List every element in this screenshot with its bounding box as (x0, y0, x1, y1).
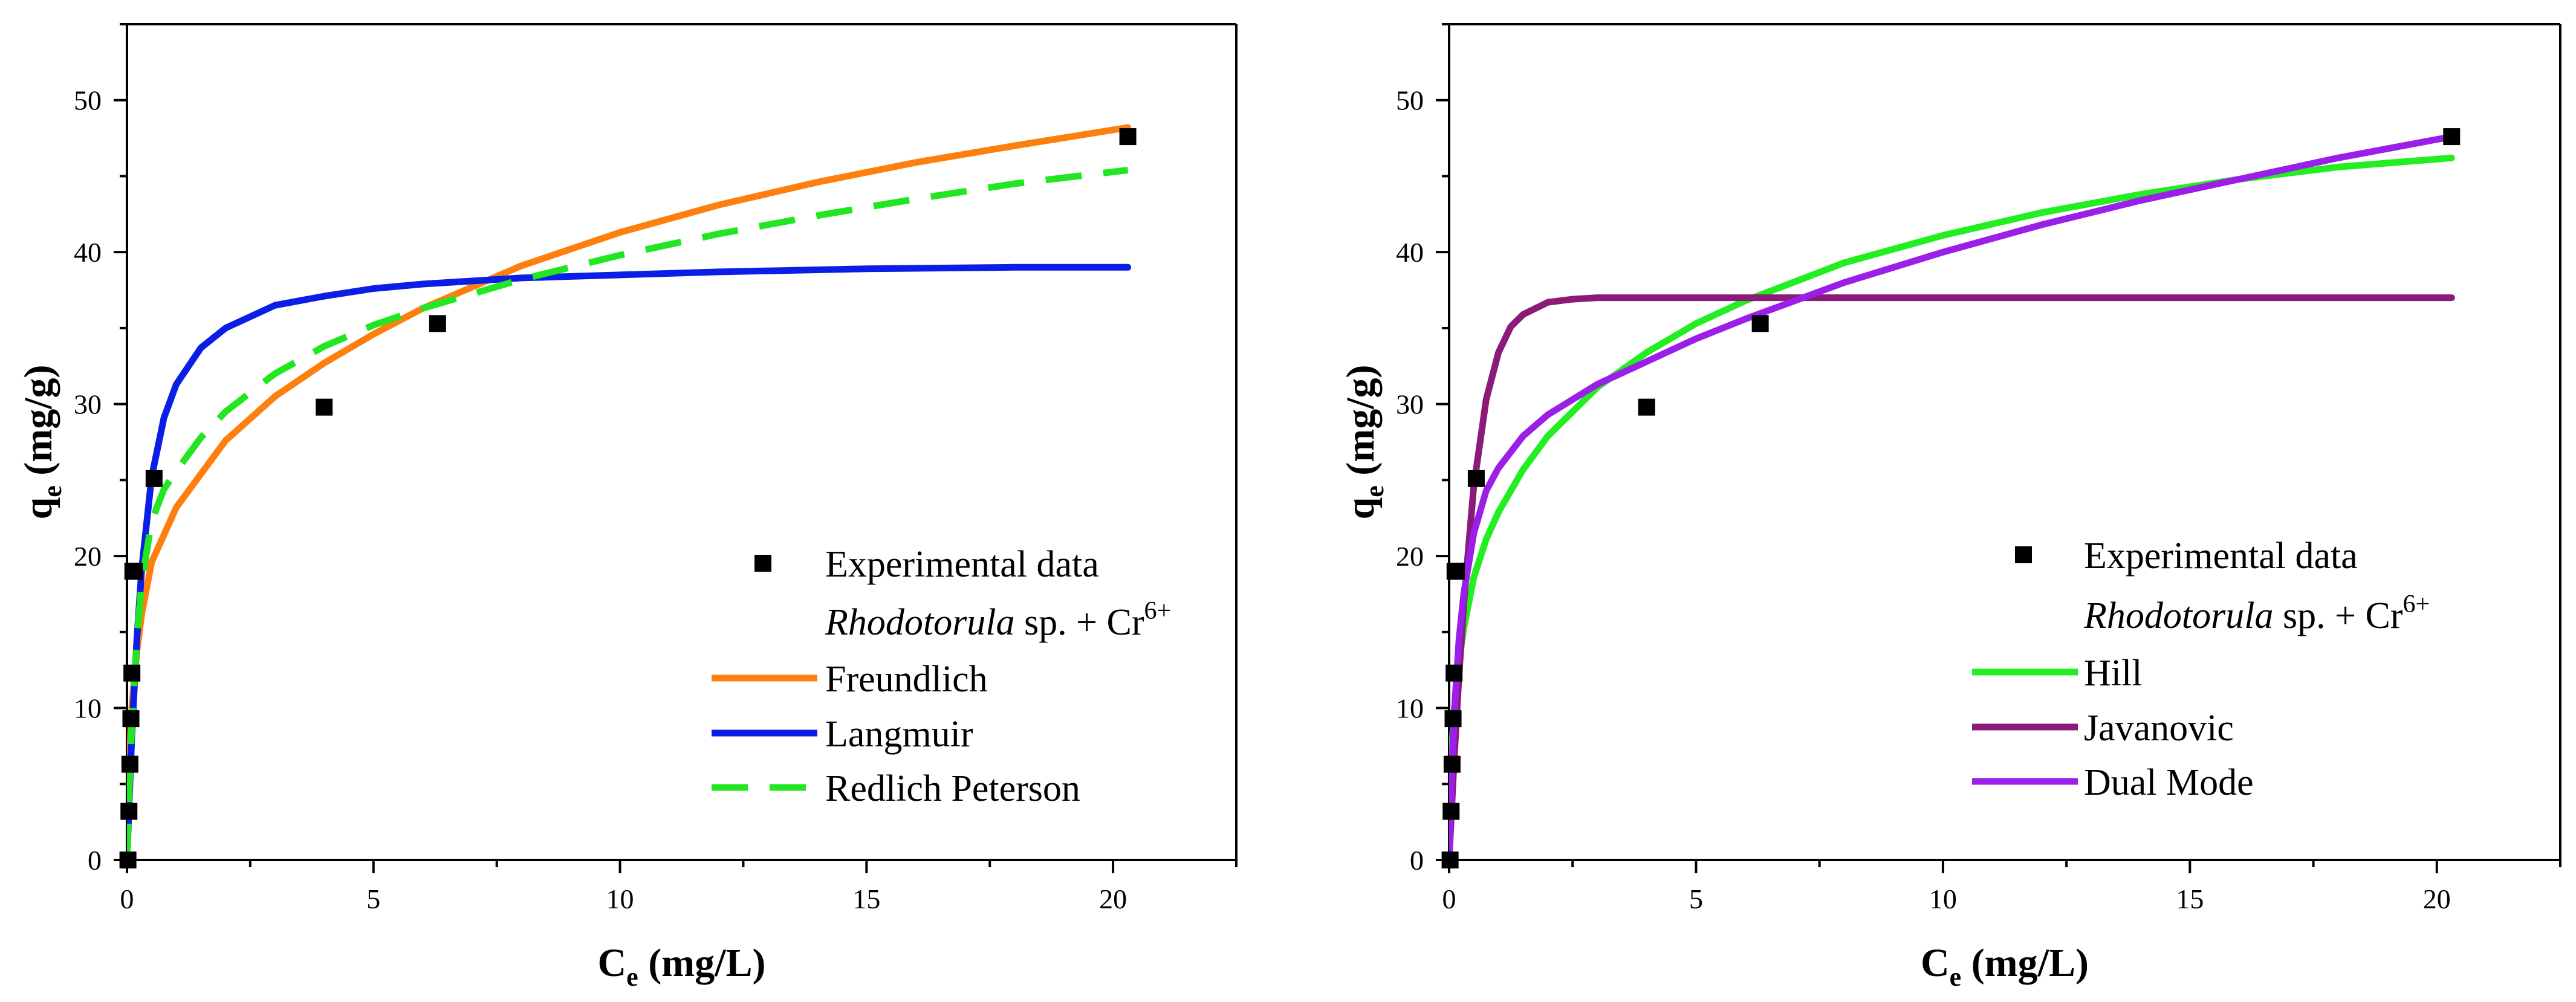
y-tick-label: 30 (74, 389, 102, 420)
x-tick-label: 15 (2176, 884, 2204, 914)
legend: Experimental data Rhodotorula sp. + Cr6+ F… (712, 544, 1171, 809)
data-point (1443, 755, 1461, 773)
y-tick-label: 10 (74, 693, 102, 724)
y-tick-label: 40 (1396, 237, 1424, 268)
data-point (123, 664, 141, 682)
data-point (2443, 128, 2461, 146)
chart-panel-1: 0 5 10 15 20 0 10 20 30 40 50 Ce (mg/L) qe (mg/g) Exp… (16, 23, 1238, 992)
y-tick-label: 50 (1396, 85, 1424, 116)
legend-label: Experimental data (2084, 535, 2358, 577)
data-point (145, 470, 163, 487)
legend-label: Hill (2084, 653, 2142, 694)
legend-subtitle: Rhodotorula sp. + Cr6+ (825, 597, 1171, 643)
y-tick-label: 0 (88, 845, 102, 876)
data-point (1638, 398, 1655, 416)
data-point (1442, 803, 1460, 820)
series-line-hill (1449, 154, 2455, 860)
y-tick-label: 20 (1396, 541, 1424, 572)
y-tick-label: 0 (1410, 845, 1424, 876)
data-point (119, 852, 137, 868)
x-tick-label: 20 (1099, 884, 1127, 914)
x-tick-label: 5 (366, 884, 380, 914)
legend-subtitle: Rhodotorula sp. + Cr6+ (2083, 590, 2430, 636)
experimental-points (1441, 128, 2461, 868)
legend-label: Freundlich (825, 659, 988, 700)
y-tick-label: 30 (1396, 389, 1424, 420)
series-line-dual-mode (1449, 133, 2455, 860)
data-point (1448, 563, 1465, 580)
legend-label: Dual Mode (2084, 762, 2254, 803)
legend-label: Langmuir (825, 714, 973, 755)
data-point (122, 710, 140, 728)
y-axis-label: qe (mg/g) (1338, 364, 1389, 519)
data-point (429, 315, 446, 332)
data-point (1444, 710, 1462, 728)
x-axis-label: Ce (mg/L) (598, 941, 766, 992)
legend-label: Redlich Peterson (825, 768, 1080, 809)
legend-label: Experimental data (825, 544, 1099, 585)
y-tick-label: 10 (1396, 693, 1424, 724)
experimental-points (119, 128, 1137, 868)
data-point (1751, 315, 1769, 332)
data-point (1119, 128, 1137, 146)
x-axis-label: Ce (mg/L) (1921, 941, 2089, 992)
data-point (1441, 852, 1459, 868)
legend-marker-experimental (754, 555, 771, 572)
y-tick-label: 50 (74, 85, 102, 116)
x-tick-label: 10 (606, 884, 634, 914)
x-tick-label: 0 (120, 884, 134, 914)
data-point (120, 803, 138, 820)
y-axis-label: qe (mg/g) (16, 364, 67, 519)
x-tick-label: 20 (2423, 884, 2451, 914)
chart-panel-2: 0 5 10 15 20 0 10 20 30 40 50 Ce (mg/L) qe (mg/g) Exp… (1338, 23, 2561, 992)
y-tick-label: 40 (74, 237, 102, 268)
series-line-redlich-peterson (127, 166, 1129, 860)
data-point (121, 755, 138, 773)
fit-curves (1449, 133, 2455, 860)
data-point (1445, 664, 1463, 682)
legend-label: Javanovic (2084, 708, 2234, 749)
legend: Experimental data Rhodotorula sp. + Cr6+ H… (1972, 535, 2430, 803)
data-point (126, 563, 143, 580)
x-tick-label: 15 (852, 884, 880, 914)
x-tick-label: 0 (1442, 884, 1456, 914)
data-point (1467, 470, 1485, 487)
x-tick-label: 5 (1689, 884, 1703, 914)
fit-curves (127, 124, 1132, 860)
y-tick-label: 20 (74, 541, 102, 572)
x-tick-label: 10 (1929, 884, 1957, 914)
legend-marker-experimental (2015, 546, 2032, 563)
data-point (316, 398, 333, 416)
